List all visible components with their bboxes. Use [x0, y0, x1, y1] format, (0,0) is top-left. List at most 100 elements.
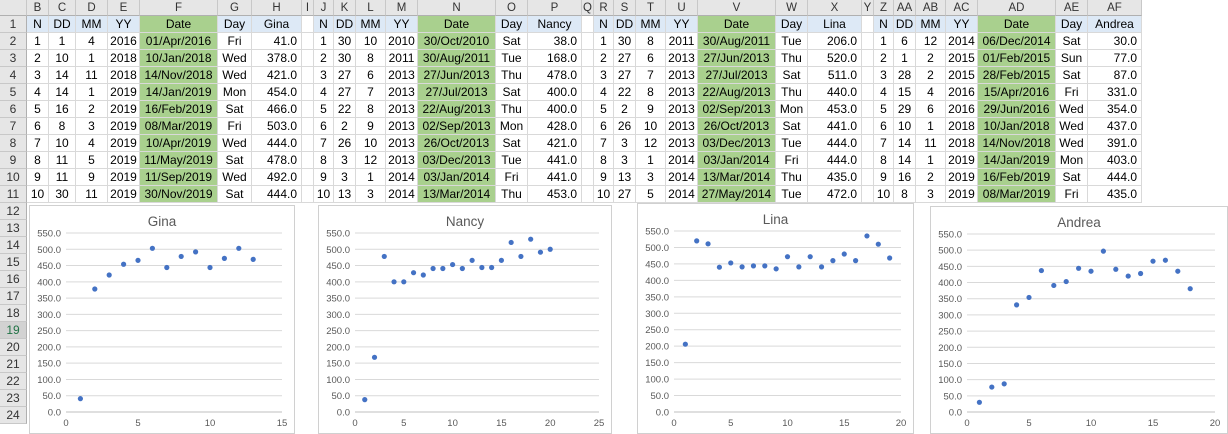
table-cell[interactable]: 3: [874, 67, 894, 84]
table-cell[interactable]: 30: [334, 33, 356, 50]
table-cell[interactable]: 11/May/2019: [140, 152, 218, 169]
table-cell[interactable]: 4: [76, 33, 108, 50]
chart-gina[interactable]: Gina 0.0 50.0 100.0 150.0 200.0 250.0 300.0 350.…: [29, 205, 295, 434]
table-cell[interactable]: 6: [874, 118, 894, 135]
table-header-cell[interactable]: DD: [334, 16, 356, 33]
column-header-w[interactable]: W: [776, 0, 808, 16]
table-cell[interactable]: 3: [916, 186, 946, 203]
table-header-cell[interactable]: N: [874, 16, 894, 33]
table-cell[interactable]: 5: [27, 101, 49, 118]
table-cell[interactable]: 27: [334, 67, 356, 84]
table-cell[interactable]: 2019: [946, 169, 978, 186]
data-point[interactable]: [1001, 381, 1007, 387]
table-cell[interactable]: 6: [356, 67, 386, 84]
row-header-20[interactable]: 20: [0, 339, 27, 356]
table-cell[interactable]: Sat: [496, 84, 528, 101]
data-point[interactable]: [887, 255, 893, 261]
table-cell[interactable]: Thu: [496, 101, 528, 118]
table-cell[interactable]: 22/Aug/2013: [698, 84, 776, 101]
table-cell[interactable]: Sat: [1056, 169, 1088, 186]
row-header-7[interactable]: 7: [0, 118, 27, 135]
data-point[interactable]: [236, 245, 242, 251]
table-cell[interactable]: 2013: [666, 118, 698, 135]
table-cell[interactable]: 2014: [666, 169, 698, 186]
empty-cell[interactable]: [582, 152, 594, 169]
table-cell[interactable]: 9: [27, 169, 49, 186]
data-point[interactable]: [410, 270, 417, 276]
row-header-11[interactable]: 11: [0, 186, 27, 203]
table-cell[interactable]: Sun: [1056, 50, 1088, 67]
empty-cell[interactable]: [862, 169, 874, 186]
empty-cell[interactable]: [582, 16, 594, 33]
table-cell[interactable]: Sat: [496, 33, 528, 50]
table-cell[interactable]: 435.0: [808, 169, 862, 186]
table-cell[interactable]: 03/Dec/2013: [698, 135, 776, 152]
empty-cell[interactable]: [862, 84, 874, 101]
data-point[interactable]: [796, 264, 802, 270]
table-cell[interactable]: Sat: [496, 135, 528, 152]
table-cell[interactable]: 06/Dec/2014: [978, 33, 1056, 50]
column-header-ae[interactable]: AE: [1056, 0, 1088, 16]
empty-cell[interactable]: [862, 50, 874, 67]
table-cell[interactable]: 9: [636, 101, 666, 118]
table-cell[interactable]: 2: [334, 118, 356, 135]
data-point[interactable]: [989, 384, 995, 390]
table-cell[interactable]: 1: [916, 152, 946, 169]
table-cell[interactable]: Mon: [218, 84, 252, 101]
data-point[interactable]: [1187, 286, 1193, 292]
table-cell[interactable]: 10: [356, 135, 386, 152]
data-point[interactable]: [430, 265, 436, 272]
table-cell[interactable]: Sat: [218, 101, 252, 118]
table-cell[interactable]: 01/Feb/2015: [978, 50, 1056, 67]
table-cell[interactable]: 26: [334, 135, 356, 152]
table-cell[interactable]: 2014: [666, 186, 698, 203]
chart-nancy[interactable]: Nancy 0.0 50.0 100.0 150.0 200.0 250.0 300.0 350…: [318, 205, 612, 434]
table-cell[interactable]: Wed: [218, 135, 252, 152]
data-point[interactable]: [178, 253, 184, 260]
table-cell[interactable]: 6: [314, 118, 334, 135]
table-cell[interactable]: 6: [894, 33, 916, 50]
table-cell[interactable]: 3: [76, 118, 108, 135]
empty-cell[interactable]: [302, 101, 314, 118]
table-cell[interactable]: 2: [916, 67, 946, 84]
table-header-cell[interactable]: Date: [698, 16, 776, 33]
table-cell[interactable]: 7: [27, 135, 49, 152]
table-cell[interactable]: Fri: [218, 33, 252, 50]
table-cell[interactable]: 9: [594, 169, 614, 186]
table-cell[interactable]: Tue: [776, 33, 808, 50]
data-point[interactable]: [459, 265, 465, 272]
table-cell[interactable]: 22: [334, 101, 356, 118]
table-cell[interactable]: 3: [356, 186, 386, 203]
table-cell[interactable]: 1: [594, 33, 614, 50]
empty-cell[interactable]: [862, 135, 874, 152]
table-cell[interactable]: 421.0: [252, 67, 302, 84]
column-header-ad[interactable]: AD: [978, 0, 1056, 16]
table-cell[interactable]: Thu: [496, 186, 528, 203]
empty-cell[interactable]: [302, 84, 314, 101]
data-point[interactable]: [784, 254, 791, 260]
table-cell[interactable]: 2019: [108, 101, 140, 118]
table-cell[interactable]: 3: [334, 169, 356, 186]
data-point[interactable]: [537, 249, 544, 255]
table-cell[interactable]: 5: [874, 101, 894, 118]
table-header-cell[interactable]: Nancy: [528, 16, 582, 33]
data-point[interactable]: [479, 264, 485, 271]
table-cell[interactable]: 11: [76, 186, 108, 203]
table-cell[interactable]: 1: [874, 33, 894, 50]
data-point[interactable]: [853, 258, 859, 264]
table-cell[interactable]: 26: [614, 118, 636, 135]
table-cell[interactable]: 2018: [108, 50, 140, 67]
table-cell[interactable]: 2: [27, 50, 49, 67]
table-cell[interactable]: Fri: [776, 152, 808, 169]
table-cell[interactable]: Tue: [496, 50, 528, 67]
table-header-cell[interactable]: YY: [946, 16, 978, 33]
table-cell[interactable]: 7: [356, 84, 386, 101]
table-cell[interactable]: 03/Jan/2014: [418, 169, 496, 186]
table-cell[interactable]: 3: [636, 169, 666, 186]
data-point[interactable]: [1026, 294, 1032, 301]
table-cell[interactable]: 7: [594, 135, 614, 152]
table-cell[interactable]: 6: [636, 50, 666, 67]
table-cell[interactable]: 13: [614, 169, 636, 186]
table-cell[interactable]: 2013: [386, 84, 418, 101]
table-cell[interactable]: 22/Aug/2013: [418, 101, 496, 118]
